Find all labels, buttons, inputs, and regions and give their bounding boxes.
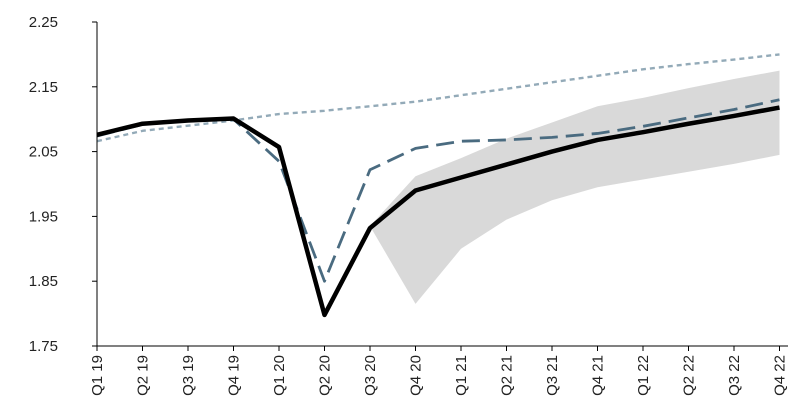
x-tick-label: Q3 21 (544, 355, 561, 396)
x-tick-label: Q2 22 (681, 355, 698, 396)
y-tick-label: 2.15 (29, 79, 58, 96)
series-line-dotted (96, 53, 780, 143)
x-tick-label: Q4 21 (590, 355, 607, 396)
y-tick-label: 1.95 (29, 208, 58, 225)
x-tick-label: Q2 21 (499, 355, 516, 396)
y-tick-label: 1.75 (29, 338, 58, 355)
x-tick-label: Q4 19 (226, 355, 243, 396)
x-tick-label: Q1 21 (453, 355, 470, 396)
x-tick-label: Q3 22 (726, 355, 743, 396)
x-tick-labels: Q1 19 Q2 19 Q3 19 Q4 19 Q1 20 Q2 20 Q3 20 Q4 20… (89, 355, 789, 396)
series-layer (96, 53, 780, 318)
x-tick-label: Q3 19 (180, 355, 197, 396)
x-tick-label: Q1 22 (635, 355, 652, 396)
axis-layer (92, 21, 788, 351)
x-tick-label: Q2 19 (135, 355, 152, 396)
x-tick-label: Q4 22 (772, 355, 789, 396)
x-tick-label: Q2 20 (317, 355, 334, 396)
x-tick-label: Q3 20 (362, 355, 379, 396)
x-tick-label: Q1 19 (89, 355, 106, 396)
y-tick-label: 2.05 (29, 144, 58, 161)
x-tick-label: Q4 20 (408, 355, 425, 396)
y-tick-labels: 1.75 1.85 1.95 2.05 2.15 2.25 (29, 14, 58, 355)
uncertainty-band (370, 70, 780, 304)
uncertainty-band-layer (370, 70, 780, 304)
y-tick-label: 1.85 (29, 273, 58, 290)
x-tick-label: Q1 20 (271, 355, 288, 396)
series-line-solid (96, 105, 780, 318)
y-tick-label: 2.25 (29, 14, 58, 31)
